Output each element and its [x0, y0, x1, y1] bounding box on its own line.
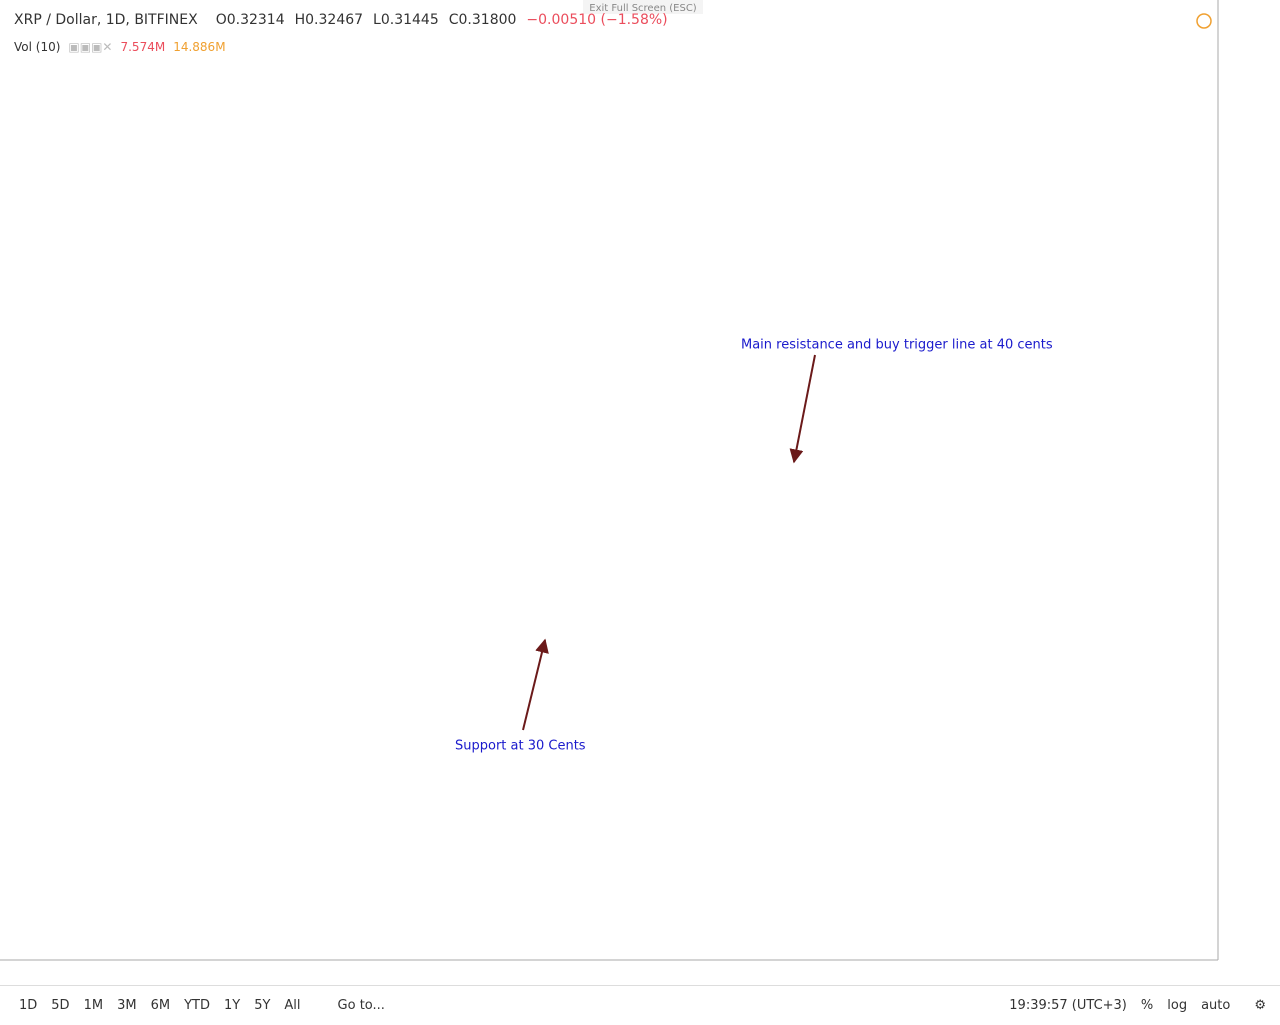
exit-fullscreen-label[interactable]: Exit Full Screen (ESC): [589, 3, 697, 14]
alert-icon[interactable]: [1196, 13, 1212, 29]
quote-value: C0.31800: [448, 12, 517, 28]
chart: Main resistance and buy trigger line at …: [0, 0, 1219, 961]
support-arrow: [522, 638, 549, 731]
range-button[interactable]: 5Y: [254, 998, 271, 1013]
volume-ma: 14.886M: [173, 40, 226, 54]
resistance-arrow: [789, 354, 816, 464]
range-button[interactable]: 5D: [51, 998, 70, 1013]
range-button[interactable]: 1Y: [223, 998, 241, 1013]
symbol[interactable]: XRP / Dollar, 1D, BITFINEX: [14, 12, 198, 28]
volume-last: 7.574M: [120, 40, 166, 54]
quote-value: −0.00510 (−1.58%): [526, 12, 668, 28]
quote-value: L0.31445: [373, 12, 439, 28]
quote: O0.32314 H0.32467 L0.31445 C0.31800 −0.00510…: [216, 12, 668, 28]
range-button[interactable]: All: [284, 998, 301, 1013]
header: XRP / Dollar, 1D, BITFINEX O0.32314 H0.32…: [14, 12, 668, 28]
range-button[interactable]: 1M: [83, 998, 104, 1013]
volume-title[interactable]: Vol (10): [14, 40, 61, 54]
scale-option[interactable]: auto: [1201, 998, 1231, 1013]
quote-value: H0.32467: [294, 12, 364, 28]
annotation: Main resistance and buy trigger line at …: [741, 338, 1053, 353]
volume-legend: Vol (10) ▣▣▣✕ 7.574M 14.886M: [14, 40, 226, 54]
scale-option[interactable]: log: [1167, 998, 1188, 1013]
bottom-toolbar: 1D 5D 1M 3M 6M YTD 1Y 5Y All Go to... 19:39:57 (…: [0, 985, 1280, 1025]
range-button[interactable]: 3M: [117, 998, 137, 1013]
goto[interactable]: Go to...: [337, 998, 385, 1013]
clock: 19:39:57 (UTC+3): [1009, 998, 1127, 1013]
scale-option[interactable]: %: [1140, 998, 1154, 1013]
range-button[interactable]: YTD: [184, 998, 210, 1013]
exit-fullscreen[interactable]: [583, 0, 703, 14]
range-button[interactable]: 6M: [150, 998, 171, 1013]
annotation: Support at 30 Cents: [455, 739, 586, 754]
quote-value: O0.32314: [215, 12, 285, 28]
range-button[interactable]: 1D: [19, 998, 38, 1013]
